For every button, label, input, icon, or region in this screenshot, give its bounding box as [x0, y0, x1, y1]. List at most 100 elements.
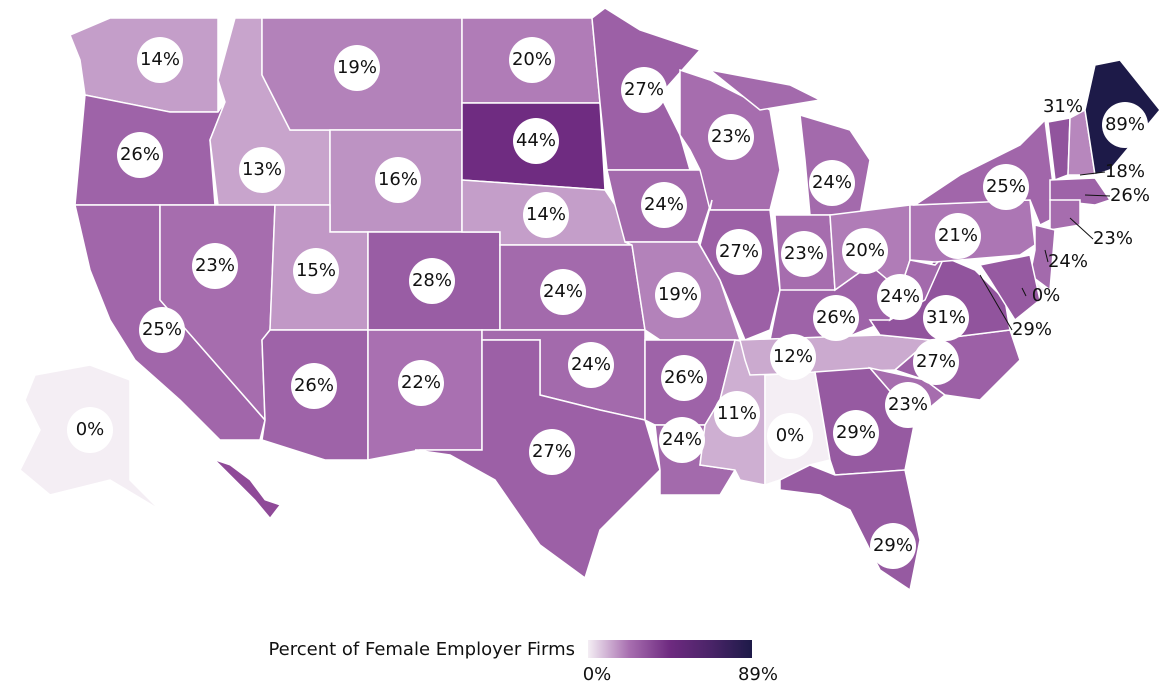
label-badge: [809, 160, 855, 206]
value-label: 23%: [888, 394, 928, 415]
leader-line: [1069, 217, 1094, 240]
label-badge: [117, 132, 163, 178]
label-badge: [655, 272, 701, 318]
value-label: 25%: [986, 176, 1026, 197]
label-badge: [659, 417, 705, 463]
value-label: 18%: [1105, 161, 1145, 182]
label-badge: [661, 355, 707, 401]
value-label: 0%: [776, 425, 805, 446]
leader-line: [979, 274, 1013, 331]
value-label: 23%: [784, 243, 824, 264]
value-label: 28%: [412, 270, 452, 291]
label-badge: [334, 45, 380, 91]
label-badge: [523, 192, 569, 238]
value-label: 27%: [719, 241, 759, 262]
value-label: 24%: [812, 172, 852, 193]
label-badge: [509, 37, 555, 83]
value-label: 89%: [1105, 114, 1145, 135]
value-label: 23%: [195, 255, 235, 276]
label-badge: [641, 182, 687, 228]
value-label: 31%: [1043, 96, 1083, 117]
label-badge: [842, 228, 888, 274]
value-label: 26%: [1110, 185, 1150, 206]
label-badge: [398, 360, 444, 406]
label-badge: [714, 391, 760, 437]
value-label: 20%: [512, 49, 552, 70]
region: [1029, 224, 1056, 292]
legend-tick-label: 0%: [583, 664, 612, 685]
label-badge: [885, 382, 931, 428]
value-label: 13%: [242, 159, 282, 180]
label-badge: [716, 229, 762, 275]
label-badge: [833, 410, 879, 456]
label-badge: [767, 413, 813, 459]
label-badge: [870, 523, 916, 569]
label-badge: [540, 269, 586, 315]
value-label: 12%: [773, 346, 813, 367]
label-badge: [67, 407, 113, 453]
value-label: 11%: [717, 403, 757, 424]
labels: 14% 26% 25% 13% 23% 19% 16% 15% 26% 28% 22% 20% 44% 1…: [67, 37, 1150, 569]
label-badge: [568, 342, 614, 388]
value-label: 26%: [294, 375, 334, 396]
value-label: 25%: [142, 319, 182, 340]
label-badge: [708, 114, 754, 160]
value-label: 0%: [1032, 285, 1061, 306]
value-label: 22%: [401, 372, 441, 393]
label-badge: [781, 231, 827, 277]
label-badge: [409, 258, 455, 304]
value-label: 19%: [337, 57, 377, 78]
value-label: 26%: [664, 367, 704, 388]
value-label: 19%: [658, 284, 698, 305]
label-badge: [529, 429, 575, 475]
value-label: 26%: [816, 307, 856, 328]
label-badge: [375, 157, 421, 203]
value-label: 15%: [296, 260, 336, 281]
label-badge: [137, 37, 183, 83]
value-label: 24%: [1048, 251, 1088, 272]
value-label: 27%: [916, 351, 956, 372]
label-badge: [770, 334, 816, 380]
value-label: 14%: [140, 49, 180, 70]
value-label: 24%: [880, 286, 920, 307]
region: [1049, 199, 1081, 231]
value-label: 27%: [532, 441, 572, 462]
value-label: 20%: [845, 240, 885, 261]
label-badge: [1102, 102, 1148, 148]
legend-title: Percent of Female Employer Firms: [268, 639, 575, 660]
value-label: 26%: [120, 144, 160, 165]
leader-line: [1079, 171, 1106, 176]
label-badge: [513, 118, 559, 164]
value-label: 24%: [571, 354, 611, 375]
value-label: 21%: [938, 225, 978, 246]
label-badge: [139, 307, 185, 353]
value-label: 31%: [926, 307, 966, 328]
label-badge: [621, 67, 667, 113]
value-label: 24%: [543, 281, 583, 302]
label-badge: [877, 274, 923, 320]
leader-line: [1021, 287, 1027, 297]
region: [1049, 177, 1112, 206]
legend-tick-label: 89%: [738, 664, 778, 685]
label-badge: [913, 339, 959, 385]
label-badge: [239, 147, 285, 193]
label-badge: [293, 248, 339, 294]
label-badge: [983, 164, 1029, 210]
value-label: 0%: [76, 419, 105, 440]
leader-line: [1084, 194, 1111, 197]
value-label: 44%: [516, 130, 556, 151]
value-label: 29%: [873, 535, 913, 556]
regions: [19, 7, 1161, 592]
label-badge: [813, 295, 859, 341]
value-label: 23%: [1093, 228, 1133, 249]
value-label: 24%: [662, 429, 702, 450]
leader-line: [1044, 249, 1049, 263]
label-badge: [291, 363, 337, 409]
region: [978, 254, 1041, 322]
island: [214, 459, 281, 519]
label-badge: [923, 295, 969, 341]
value-label: 29%: [836, 422, 876, 443]
value-label: 27%: [624, 79, 664, 100]
value-label: 29%: [1012, 319, 1052, 340]
